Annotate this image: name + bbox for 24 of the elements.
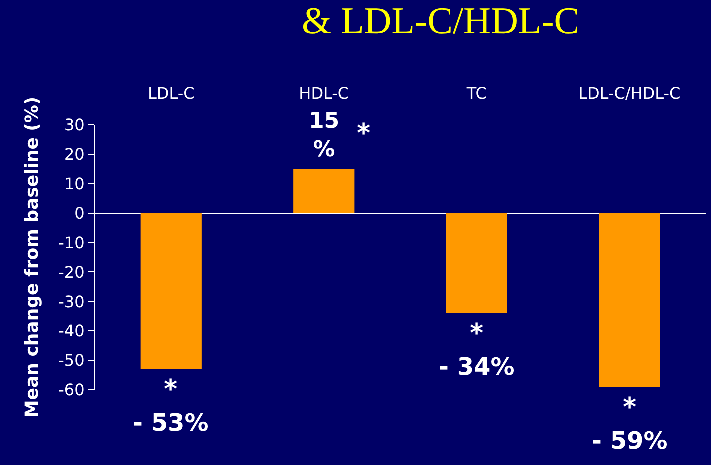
x-tick-label: LDL-C [148,84,195,103]
data-label: - 59% [592,427,668,455]
y-tick-label: 30 [64,116,85,135]
y-tick-label: -10 [58,233,85,252]
y-tick-label: -50 [58,351,85,370]
y-tick-label: -40 [58,322,85,341]
y-axis-title: Mean change from baseline (%) [22,96,43,418]
chart-title: & LDL-C/HDL-C [302,0,580,43]
y-tick-label: -30 [58,292,85,312]
annotation: * [357,119,371,149]
y-tick-label: -60 [58,380,85,400]
y-tick-label: 10 [64,174,85,194]
data-label: 15 % [309,109,340,163]
y-tick-label: 0 [74,204,85,223]
data-label: - 34% [439,353,515,381]
data-label: - 53% [133,409,209,437]
annotation: * [470,319,484,349]
y-tick-label: -20 [58,262,85,282]
annotation: * [623,393,637,423]
x-tick-label: TC [466,84,487,103]
x-tick-label: HDL-C [299,84,350,103]
x-tick-label: LDL-C/HDL-C [578,84,681,103]
annotation: * [164,375,178,405]
y-tick-label: 20 [64,145,85,164]
